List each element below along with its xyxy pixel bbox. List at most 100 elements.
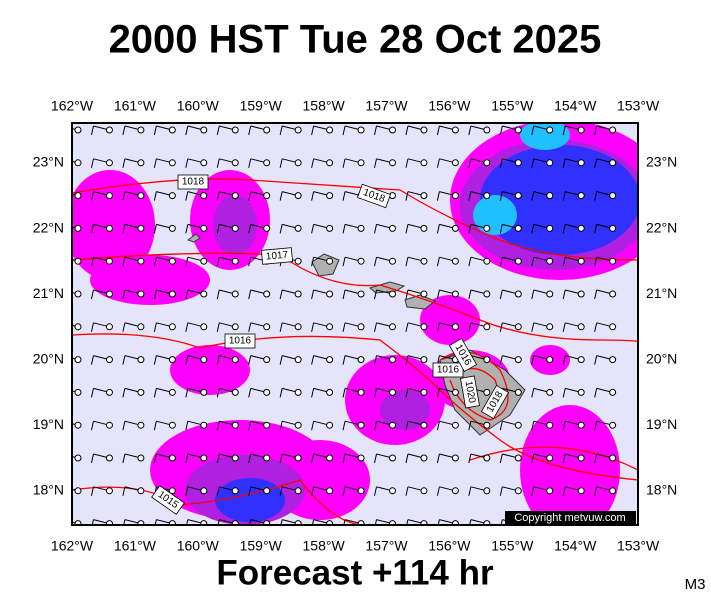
wind-station [168,388,176,396]
wind-barb-flag [311,322,315,332]
wind-station [609,323,617,331]
lon-label: 159°W [240,98,283,114]
wind-station [294,421,302,429]
wind-station [483,290,491,298]
wind-station [105,290,113,298]
wind-barb-flag [279,355,283,365]
wind-station [200,159,208,167]
wind-barb-flag [468,125,472,136]
wind-barb-flag [531,388,535,398]
wind-barb-flag [436,257,440,267]
lon-label: 154°W [554,538,597,554]
wind-barb-flag [122,453,126,464]
wind-station [74,356,82,364]
wind-station [483,323,491,331]
wind-station [263,290,271,298]
wind-barb-flag [60,454,62,463]
wind-barb-flag [185,388,189,398]
wind-station [74,421,82,429]
wind-station [105,421,113,429]
wind-station [420,323,428,331]
lon-label: 162°W [51,538,94,554]
wind-barb-flag [562,125,566,136]
wind-station [263,487,271,495]
wind-barb-flag [279,158,283,168]
wind-station [105,224,113,232]
wind-barb-flag [436,322,440,332]
wind-barb-flag [531,453,535,464]
wind-barb-flag [279,224,283,234]
wind-barb-flag [531,191,535,201]
wind-barb-flag [279,289,283,300]
wind-station [546,356,554,364]
wind-station [546,257,554,265]
lat-label: 23°N [33,154,64,170]
wind-station [514,257,522,265]
wind-station [357,356,365,364]
wind-station [514,192,522,200]
wind-station [200,323,208,331]
wind-station [483,520,491,525]
wind-station [105,356,113,364]
wind-barb-flag [436,158,440,168]
wind-barb-flag [405,191,409,201]
wind-station [326,356,334,364]
wind-station [326,257,334,265]
wind-station [483,487,491,495]
wind-barb-flag [248,125,252,136]
wind-barb-flag [468,191,472,201]
wind-barb-flag [374,158,377,168]
wind-barb-flag [342,388,346,398]
wind-barb-flag [216,125,220,136]
wind-station [577,388,585,396]
wind-station [137,487,145,495]
wind-barb-flag [468,453,472,464]
wind-barb-flag [185,421,189,431]
wind-station [420,520,428,525]
wind-barb-flag [122,421,126,431]
wind-station [231,290,239,298]
wind-station [263,323,271,331]
wind-barb-flag [185,322,189,332]
wind-barb-flag [90,388,94,398]
wind-station [577,257,585,265]
wind-station [231,421,239,429]
wind-station [294,520,302,525]
wind-barb-flag [248,355,252,365]
wind-barb-flag [594,486,598,496]
wind-barb-flag [436,388,440,398]
wind-station [546,126,554,134]
wind-station [231,323,239,331]
wind-station [200,356,208,364]
wind-barb-flag [405,388,409,398]
wind-station [451,454,459,462]
wind-barb-flag [216,486,220,496]
wind-barb-flag [311,486,315,496]
wind-station [357,257,365,265]
wind-barb-flag [531,355,535,365]
wind-barb-flag [216,355,220,365]
wind-station [609,159,617,167]
wind-barb-flag [405,421,409,431]
wind-barb-flag [562,191,566,201]
wind-barb-flag [60,192,62,201]
wind-station [231,487,239,495]
wind-barb-flag [468,289,472,300]
wind-station [451,520,459,525]
lon-label: 158°W [303,538,346,554]
wind-barb-flag [374,355,377,365]
wind-barb-flag [562,257,566,267]
wind-station [483,356,491,364]
wind-station [514,159,522,167]
wind-station [577,356,585,364]
wind-station [357,159,365,167]
wind-barb-flag [342,191,346,201]
wind-station [357,520,365,525]
lat-label: 18°N [33,482,64,498]
wind-station [420,126,428,134]
wind-barb-flag [499,158,503,168]
wind-station [137,192,145,200]
wind-station [451,192,459,200]
lon-label: 155°W [491,98,534,114]
wind-station [609,454,617,462]
